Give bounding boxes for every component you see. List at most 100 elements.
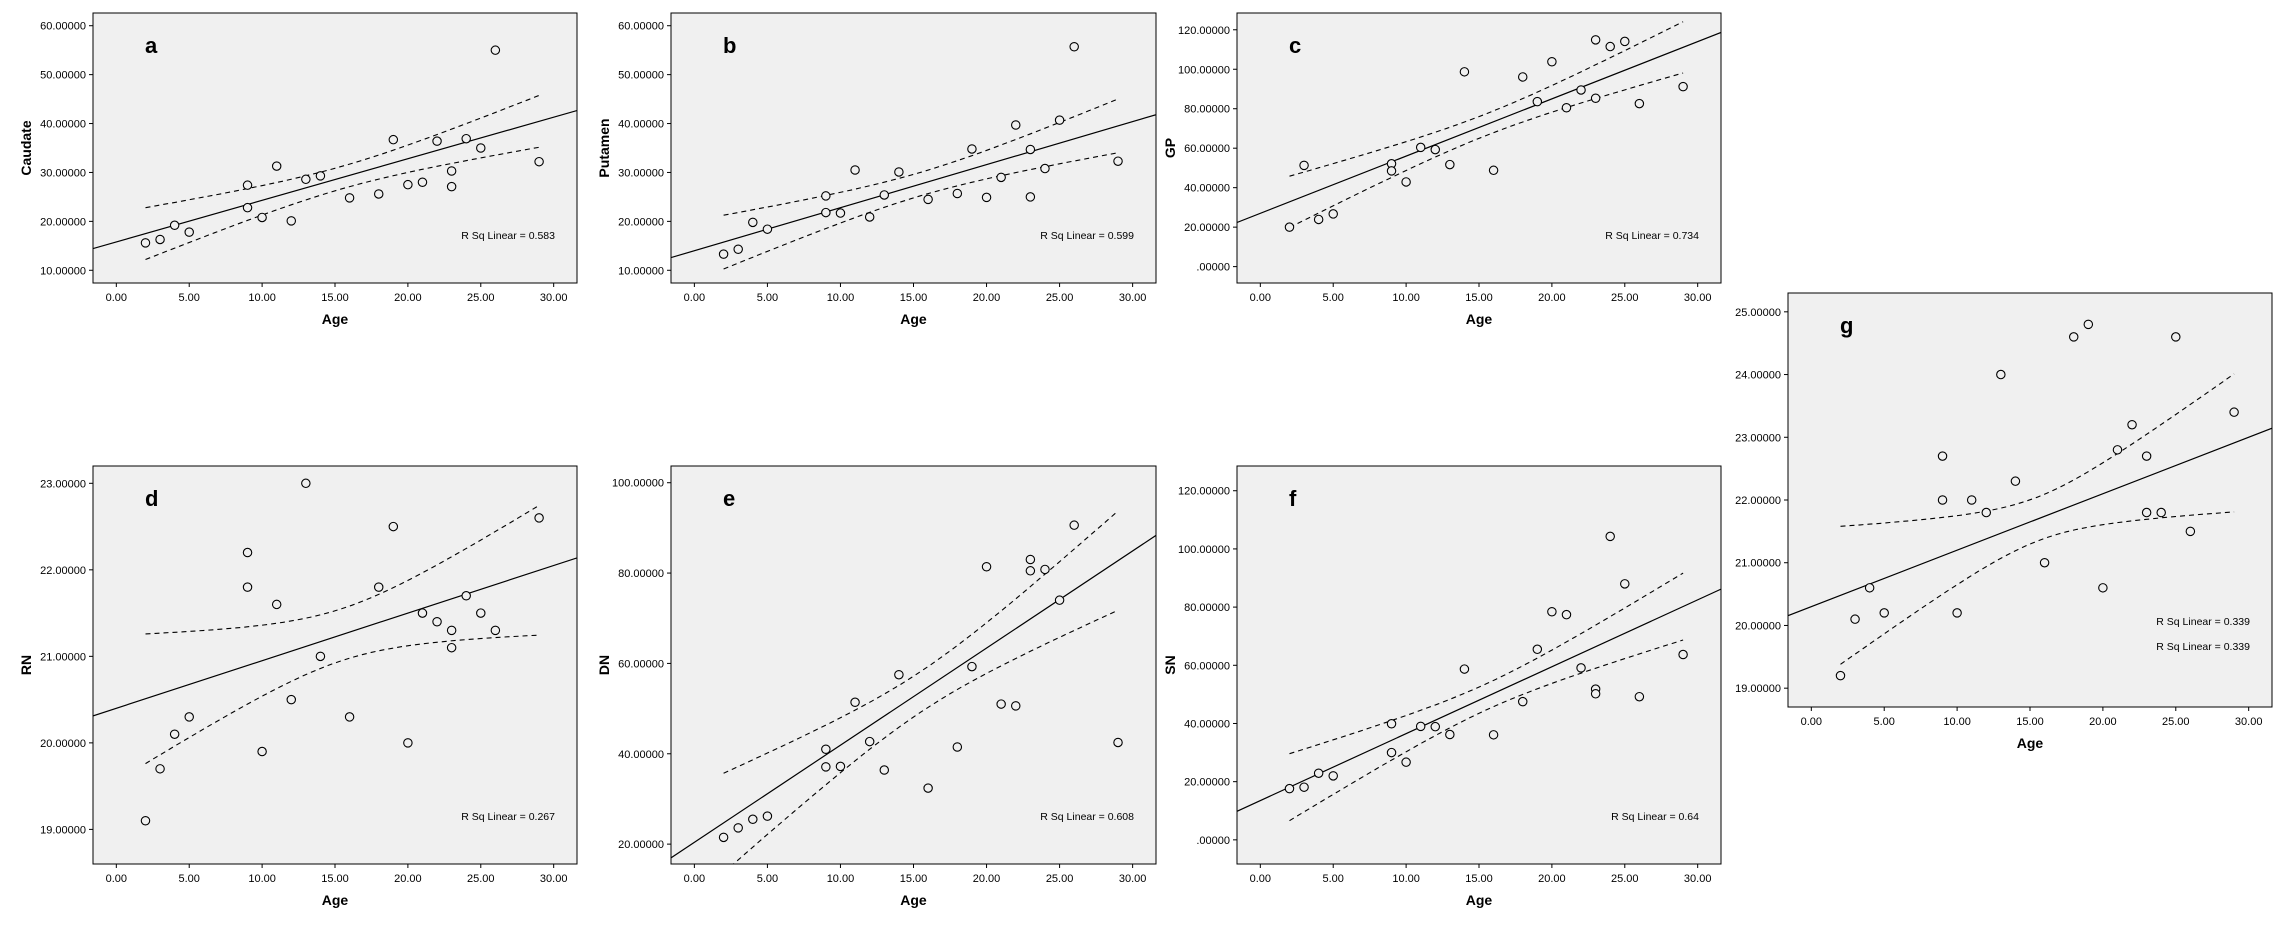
x-tick-label: 15.00	[2016, 716, 2044, 728]
y-tick-label: 20.00000	[618, 839, 664, 851]
data-point	[733, 823, 743, 833]
x-tick-label: 10.00	[1392, 292, 1420, 304]
data-point	[388, 521, 399, 532]
x-tick-label: 30.00	[540, 292, 568, 304]
ci-upper-e	[723, 510, 1119, 774]
y-tick-label: 21.00000	[40, 651, 86, 663]
data-point	[1040, 163, 1050, 174]
data-point	[1415, 721, 1426, 732]
x-tick-label: 10.00	[248, 873, 276, 885]
data-point	[344, 193, 355, 203]
panel-label: d	[145, 486, 158, 511]
x-tick-label: 25.00	[1611, 292, 1639, 304]
ci-upper-b	[723, 98, 1119, 216]
fit-line-e	[671, 534, 1156, 859]
data-point	[1386, 747, 1397, 758]
x-tick-label: 25.00	[1046, 292, 1074, 304]
y-tick-label: .00000	[1196, 835, 1230, 847]
y-tick-label: 30.00000	[40, 167, 86, 179]
y-tick-label: 50.00000	[618, 70, 664, 82]
x-tick-label: 30.00	[1684, 292, 1712, 304]
data-point	[315, 171, 326, 181]
x-tick-label: 20.00	[973, 292, 1001, 304]
data-point	[762, 811, 773, 821]
data-point	[461, 591, 471, 601]
data-point	[835, 761, 846, 772]
data-point	[476, 608, 486, 618]
x-tick-label: 10.00	[1392, 873, 1420, 885]
x-tick-label: 20.00	[394, 292, 422, 304]
data-point	[967, 144, 977, 154]
y-tick-label: 21.00000	[1735, 558, 1781, 570]
data-point	[1590, 93, 1601, 104]
data-point	[821, 744, 831, 755]
x-tick-label: 0.00	[106, 873, 127, 885]
x-tick-label: 20.00	[2089, 716, 2117, 728]
data-point	[1401, 177, 1411, 187]
x-tick-label: 25.00	[467, 873, 495, 885]
r-squared-label: R Sq Linear = 0.734	[1605, 230, 1699, 242]
y-tick-label: 60.00000	[1184, 660, 1230, 672]
x-tick-label: 25.00	[1046, 873, 1074, 885]
data-point	[271, 599, 282, 610]
y-axis-title: DN	[596, 655, 612, 675]
ci-upper-f	[1289, 572, 1684, 755]
x-tick-label: 30.00	[2235, 716, 2263, 728]
data-point	[446, 181, 457, 192]
data-point	[1532, 644, 1543, 655]
x-tick-label: 20.00	[1538, 292, 1566, 304]
data-point	[748, 814, 758, 825]
data-point	[534, 513, 544, 523]
x-axis-title: Age	[2017, 735, 2044, 751]
data-point	[2141, 507, 2152, 518]
data-point	[821, 191, 831, 201]
data-point	[1386, 166, 1397, 176]
data-point	[2127, 419, 2137, 430]
ci-lower-f	[1289, 639, 1684, 822]
data-point	[2185, 526, 2196, 537]
data-point	[1284, 783, 1295, 794]
y-tick-label: 23.00000	[40, 478, 86, 490]
data-point	[1678, 649, 1688, 660]
fit-line-d	[93, 557, 577, 717]
data-point	[1547, 607, 1557, 617]
data-point	[1328, 771, 1338, 781]
data-point	[490, 45, 501, 55]
x-tick-label: 5.00	[1323, 292, 1344, 304]
data-point	[242, 547, 253, 558]
x-axis-title: Age	[1466, 892, 1493, 908]
x-tick-label: 20.00	[973, 873, 1001, 885]
y-tick-label: 80.00000	[1184, 602, 1230, 614]
y-tick-label: 40.00000	[1184, 183, 1230, 195]
data-point	[271, 161, 282, 171]
y-tick-label: 80.00000	[1184, 104, 1230, 116]
x-tick-label: 25.00	[2162, 716, 2190, 728]
data-point	[301, 174, 311, 185]
r-squared-label: R Sq Linear = 0.583	[461, 230, 555, 242]
x-tick-label: 15.00	[1465, 873, 1493, 885]
data-point	[2068, 332, 2079, 342]
y-tick-label: 60.00000	[618, 21, 664, 33]
data-point	[1678, 81, 1688, 92]
y-tick-label: 25.00000	[1735, 307, 1781, 319]
data-point	[850, 165, 860, 175]
data-point	[1011, 120, 1021, 130]
data-point	[490, 625, 501, 636]
x-tick-label: 15.00	[900, 873, 928, 885]
data-point	[1299, 160, 1309, 171]
x-tick-label: 15.00	[900, 292, 928, 304]
data-point	[417, 177, 428, 187]
y-tick-label: 60.00000	[40, 21, 86, 33]
data-point	[952, 188, 963, 199]
data-point	[1401, 757, 1411, 767]
x-tick-label: 5.00	[757, 873, 778, 885]
x-tick-label: 0.00	[106, 292, 127, 304]
r-squared-label: R Sq Linear = 0.64	[1611, 811, 1699, 823]
data-point	[1313, 768, 1324, 778]
data-point	[2171, 332, 2181, 342]
data-point	[1328, 209, 1338, 219]
plot-area-d	[92, 465, 578, 865]
data-point	[1430, 144, 1441, 155]
ci-lower-b	[723, 152, 1119, 270]
ci-upper-a	[145, 94, 540, 209]
